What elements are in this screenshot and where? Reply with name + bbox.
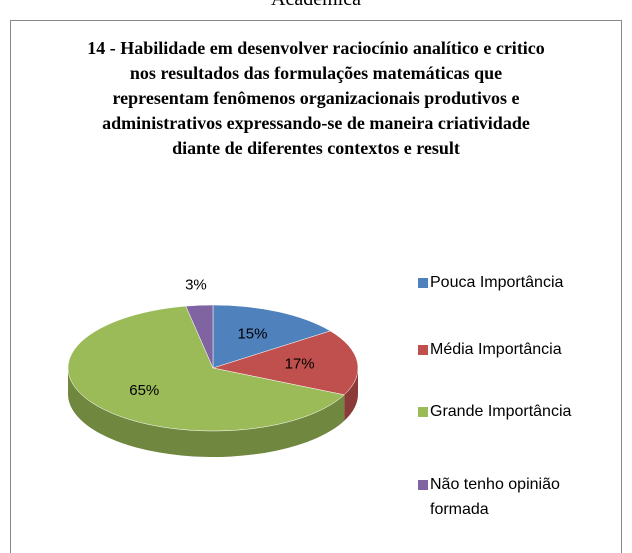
legend-label: Média Importância: [430, 341, 562, 358]
data-label: 17%: [285, 355, 315, 372]
data-label: 3%: [185, 277, 207, 294]
data-label: 15%: [237, 325, 267, 342]
slice: [212, 330, 359, 396]
slice-side: [68, 368, 345, 458]
legend-label: Pouca Importância: [430, 274, 564, 291]
page-caption: Acadêmica: [0, 0, 632, 11]
legend-label: Não tenho opinião formada: [430, 476, 560, 518]
legend-swatch: [418, 407, 428, 417]
slice: [185, 304, 214, 369]
slice-side: [344, 368, 358, 421]
legend-swatch: [418, 345, 428, 355]
chart-title: 14 - Habilidade em desenvolver raciocíni…: [87, 38, 545, 158]
slice: [212, 304, 331, 369]
slice: [67, 305, 345, 432]
data-label: 65%: [129, 382, 159, 399]
legend-label: Grande Importância: [430, 403, 572, 420]
legend-swatch: [418, 480, 428, 490]
legend-swatch: [418, 278, 428, 288]
chart-frame: [10, 20, 622, 553]
